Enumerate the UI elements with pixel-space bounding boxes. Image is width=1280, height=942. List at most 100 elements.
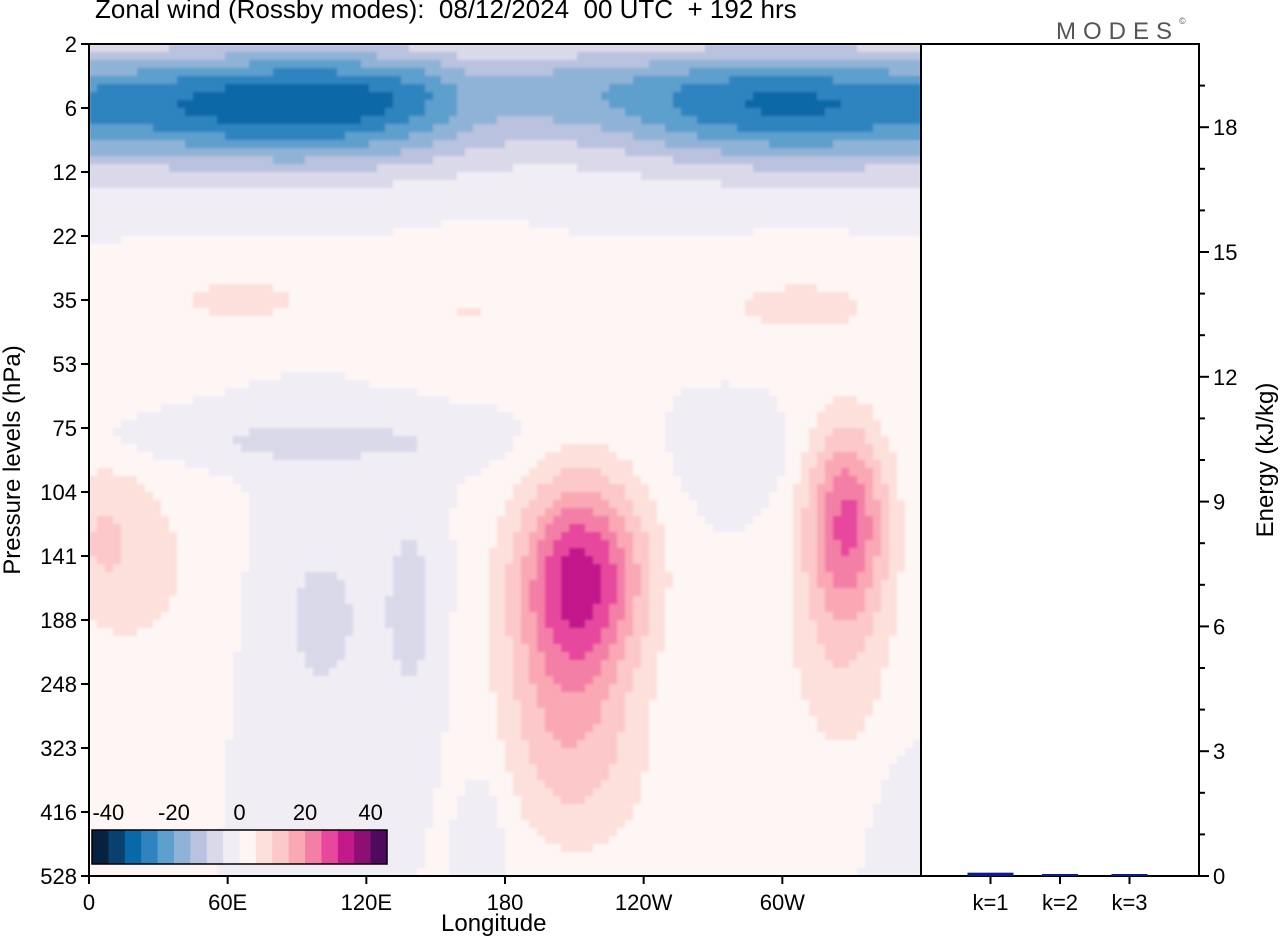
heatmap-cell	[633, 356, 642, 365]
heatmap-cell	[345, 388, 354, 397]
heatmap-cell	[897, 116, 906, 125]
heatmap-cell	[313, 284, 322, 293]
heatmap-cell	[729, 156, 738, 165]
heatmap-cell	[913, 308, 921, 317]
heatmap-cell	[313, 300, 322, 309]
heatmap-cell	[793, 100, 802, 109]
heatmap-cell	[785, 116, 794, 125]
heatmap-cell	[825, 108, 834, 117]
heatmap-cell	[281, 124, 290, 133]
heatmap-cell	[449, 388, 458, 397]
heatmap-cell	[113, 252, 122, 261]
heatmap-cell	[273, 180, 282, 189]
heatmap-cell	[769, 204, 778, 213]
heatmap-cell	[641, 52, 650, 61]
heatmap-cell	[313, 60, 322, 69]
heatmap-cell	[409, 132, 418, 141]
heatmap-cell	[545, 316, 554, 325]
heatmap-cell	[801, 260, 810, 269]
heatmap-cell	[513, 44, 522, 53]
heatmap-cell	[97, 404, 106, 413]
heatmap-cell	[545, 220, 554, 229]
heatmap-cell	[385, 236, 394, 245]
heatmap-cell	[249, 268, 258, 277]
heatmap-cell	[433, 292, 442, 301]
heatmap-cell	[385, 260, 394, 269]
heatmap-cell	[137, 356, 146, 365]
heatmap-cell	[441, 84, 450, 93]
heatmap-cell	[401, 236, 410, 245]
heatmap-cell	[761, 84, 770, 93]
heatmap-cell	[337, 220, 346, 229]
heatmap-cell	[641, 316, 650, 325]
heatmap-cell	[145, 380, 154, 389]
heatmap-cell	[817, 100, 826, 109]
heatmap-cell	[737, 140, 746, 149]
heatmap-cell	[657, 220, 666, 229]
heatmap-cell	[593, 316, 602, 325]
heatmap-cell	[177, 244, 186, 253]
heatmap-cell	[321, 172, 330, 181]
heatmap-cell	[313, 380, 322, 389]
heatmap-cell	[521, 252, 530, 261]
heatmap-cell	[169, 348, 178, 357]
heatmap-cell	[89, 180, 98, 189]
heatmap-cell	[449, 364, 458, 373]
heatmap-cell	[521, 156, 530, 165]
heatmap-cell	[897, 228, 906, 237]
heatmap-cell	[89, 124, 98, 133]
heatmap-cell	[113, 268, 122, 277]
heatmap-cell	[849, 340, 858, 349]
heatmap-cell	[897, 52, 906, 61]
heatmap-cell	[905, 148, 914, 157]
heatmap-cell	[889, 348, 898, 357]
heatmap-cell	[121, 420, 130, 429]
heatmap-cell	[153, 60, 162, 69]
heatmap-cell	[241, 268, 250, 277]
heatmap-cell	[593, 196, 602, 205]
heatmap-cell	[697, 268, 706, 277]
heatmap-cell	[273, 284, 282, 293]
heatmap-cell	[737, 212, 746, 221]
heatmap-cell	[329, 212, 338, 221]
heatmap-cell	[905, 276, 914, 285]
heatmap-cell	[817, 420, 826, 429]
heatmap-cell	[105, 268, 114, 277]
heatmap-cell	[521, 380, 530, 389]
heatmap-cell	[673, 324, 682, 333]
heatmap-cell	[657, 300, 666, 309]
heatmap-cell	[897, 252, 906, 261]
heatmap-cell	[801, 236, 810, 245]
heatmap-cell	[801, 388, 810, 397]
heatmap-cell	[601, 260, 610, 269]
heatmap-cell	[665, 44, 674, 53]
heatmap-cell	[353, 100, 362, 109]
heatmap-cell	[817, 388, 826, 397]
heatmap-cell	[625, 188, 634, 197]
heatmap-cell	[225, 220, 234, 229]
heatmap-cell	[769, 156, 778, 165]
heatmap-cell	[361, 332, 370, 341]
heatmap-cell	[793, 132, 802, 141]
heatmap-cell	[201, 420, 210, 429]
heatmap-cell	[169, 148, 178, 157]
heatmap-cell	[529, 268, 538, 277]
heatmap-cell	[873, 372, 882, 381]
heatmap-cell	[105, 92, 114, 101]
heatmap-cell	[529, 404, 538, 413]
heatmap-cell	[721, 148, 730, 157]
heatmap-cell	[241, 292, 250, 301]
heatmap-cell	[865, 396, 874, 405]
heatmap-cell	[865, 372, 874, 381]
heatmap-cell	[361, 356, 370, 365]
heatmap-cell	[617, 284, 626, 293]
heatmap-cell	[841, 324, 850, 333]
heatmap-cell	[697, 404, 706, 413]
heatmap-cell	[777, 364, 786, 373]
heatmap-cell	[729, 44, 738, 53]
heatmap-cell	[681, 244, 690, 253]
heatmap-cell	[353, 372, 362, 381]
heatmap-cell	[273, 276, 282, 285]
heatmap-cell	[673, 404, 682, 413]
heatmap-cell	[801, 300, 810, 309]
